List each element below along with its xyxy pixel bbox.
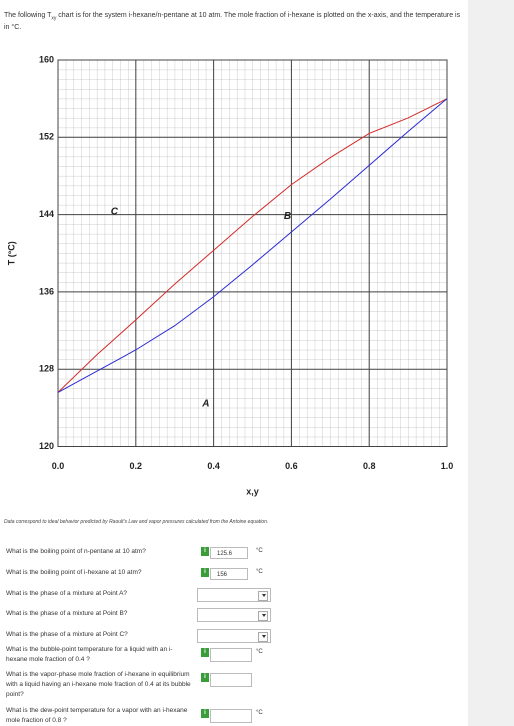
y-tick-label: 152 xyxy=(39,132,54,142)
intro-text: chart is for the system i-hexane/n-penta… xyxy=(4,12,461,32)
x-tick-label: 0.4 xyxy=(207,461,220,471)
data-line xyxy=(57,98,448,393)
question-text: What is the phase of a mixture at Point … xyxy=(6,590,128,597)
info-icon[interactable]: i xyxy=(201,709,209,718)
answer-input[interactable]: 125.6 xyxy=(210,547,248,559)
unit-label: °C xyxy=(256,649,263,655)
x-tick-label: 1.0 xyxy=(441,461,454,471)
unit-label: °C xyxy=(256,548,263,554)
data-line xyxy=(57,98,448,393)
unit-label: °C xyxy=(256,569,263,575)
sidebar xyxy=(468,0,514,726)
answer-input[interactable] xyxy=(210,709,252,723)
answer-input[interactable] xyxy=(210,648,252,662)
y-axis-label: T (°C) xyxy=(6,241,16,265)
question-text: What is the phase of a mixture at Point … xyxy=(6,631,128,638)
intro-subscript: xy xyxy=(51,15,57,22)
question-text: What is the boiling point of i-hexane at… xyxy=(6,569,142,576)
info-icon[interactable]: i xyxy=(201,648,209,657)
question-text: What is the bubble-point temperature for… xyxy=(6,646,173,663)
dropdown-arrow xyxy=(262,594,266,597)
y-tick-label: 128 xyxy=(39,364,54,374)
dropdown-arrow xyxy=(262,635,266,638)
plot-area xyxy=(57,59,448,447)
y-tick-label: 144 xyxy=(39,209,54,219)
dropdown[interactable] xyxy=(197,588,271,602)
dropdown-arrow xyxy=(262,614,266,617)
annotation: C xyxy=(111,206,119,217)
annotation: A xyxy=(201,399,209,410)
question-text: What is the boiling point of n-pentane a… xyxy=(6,548,146,555)
x-axis-label: x,y xyxy=(246,486,259,496)
footnote: Data correspond to ideal behavior predic… xyxy=(4,519,269,525)
y-tick-label: 136 xyxy=(39,286,54,296)
chart: 120 128 136 144 152 160 0.0 0.2 0.4 0.6 0.8 1.0 x,y T… xyxy=(6,54,454,496)
annotation: B xyxy=(284,211,291,222)
answer-input[interactable] xyxy=(210,673,252,687)
info-icon[interactable]: i xyxy=(201,673,209,682)
question-text: What is the phase of a mixture at Point … xyxy=(6,610,128,617)
question-text: What is the dew-point temperature for a … xyxy=(6,707,188,724)
y-tick-label: 160 xyxy=(39,54,54,64)
intro-text: The following T xyxy=(4,12,52,19)
y-tick-label: 120 xyxy=(39,441,54,451)
x-tick-label: 0.2 xyxy=(130,461,143,471)
question-text: What is the vapor-phase mole fraction of… xyxy=(6,671,191,698)
dropdown[interactable] xyxy=(197,608,271,622)
x-tick-label: 0.6 xyxy=(285,461,298,471)
dropdown[interactable] xyxy=(197,629,271,643)
x-tick-label: 0.0 xyxy=(52,461,65,471)
x-tick-label: 0.8 xyxy=(363,461,376,471)
info-icon[interactable]: i xyxy=(201,547,209,556)
info-icon[interactable]: i xyxy=(201,568,209,577)
unit-label: °C xyxy=(256,710,263,716)
answer-input[interactable]: 156 xyxy=(210,568,248,580)
intro: The following Txy chart is for the syste… xyxy=(4,11,464,33)
